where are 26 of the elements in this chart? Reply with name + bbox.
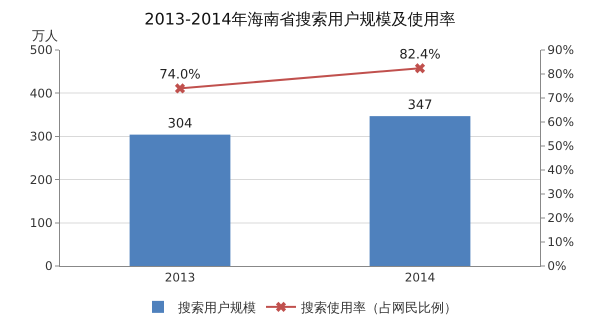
y2-tick-label: 20% (547, 211, 574, 226)
y2-tick-label: 50% (547, 139, 574, 154)
x-tick-label: 2014 (404, 270, 436, 284)
legend-label: 搜索用户规模 (178, 300, 256, 316)
y2-tick-label: 30% (547, 187, 574, 202)
y-tick-label: 100 (30, 216, 53, 230)
y2-tick-label: 10% (547, 235, 574, 250)
y-tick-label: 0 (44, 259, 53, 274)
y-tick-label: 300 (30, 130, 53, 144)
chart-title: 2013-2014年海南省搜索用户规模及使用率 (144, 10, 456, 29)
data-label: 347 (408, 98, 432, 114)
y2-tick-label: 90% (547, 43, 574, 58)
data-label: 304 (168, 116, 192, 132)
y2-tick-label: 40% (547, 163, 574, 178)
y2-tick-label: 0% (547, 259, 566, 274)
y-tick-label: 400 (30, 86, 53, 100)
y2-tick-label: 60% (547, 115, 574, 130)
legend-label: 搜索使用率（占网民比例） (301, 300, 457, 316)
x-tick-label: 2013 (164, 270, 196, 284)
data-label: 74.0% (159, 68, 201, 83)
y-axis-title: 万人 (32, 29, 58, 44)
y-tick-label: 200 (30, 172, 53, 187)
y-tick-label: 500 (30, 43, 53, 58)
y2-tick-label: 80% (547, 67, 574, 82)
data-label: 82.4% (399, 47, 441, 62)
y2-tick-label: 70% (547, 91, 574, 106)
